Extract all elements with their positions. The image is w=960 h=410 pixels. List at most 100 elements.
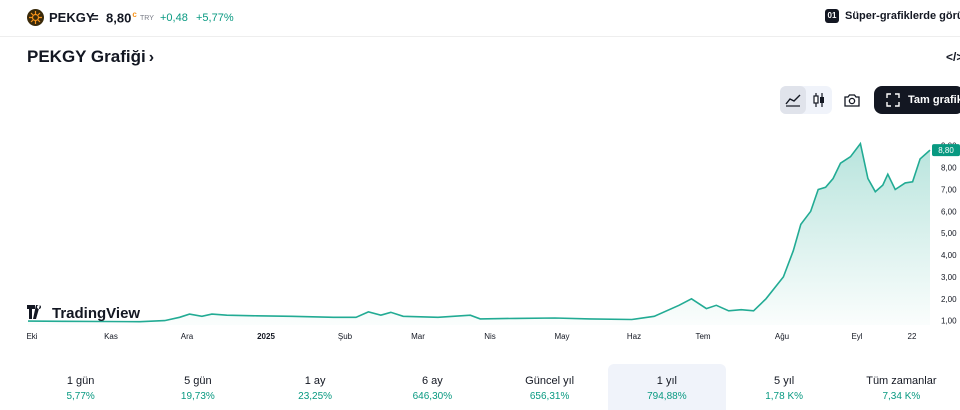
price-point xyxy=(882,184,884,186)
tradingview-logo-icon xyxy=(27,305,42,319)
period-ytd[interactable]: Güncel yıl 656,31% xyxy=(491,364,608,410)
period-label: 5 gün xyxy=(184,375,212,387)
snapshot-button[interactable] xyxy=(838,86,866,114)
x-tick-label: Eyl xyxy=(851,332,862,341)
price-point xyxy=(887,173,889,175)
tv-badge-icon: 01 xyxy=(825,9,839,23)
price-line xyxy=(27,141,931,323)
price-point xyxy=(188,313,190,315)
price-point xyxy=(554,317,556,319)
period-5y[interactable]: 5 yıl 1,78 K% xyxy=(726,364,843,410)
price-point xyxy=(290,315,292,317)
price-point xyxy=(380,314,382,316)
super-charts-link[interactable]: 01 Süper-grafiklerde görü xyxy=(825,9,960,23)
price-point xyxy=(792,250,794,252)
camera-icon xyxy=(844,94,860,107)
price-point xyxy=(653,315,655,317)
period-5d[interactable]: 5 gün 19,73% xyxy=(139,364,256,410)
period-value: 656,31% xyxy=(529,391,570,402)
price-point xyxy=(355,316,357,318)
period-label: Tüm zamanlar xyxy=(866,375,937,387)
currency-label: TRY xyxy=(140,15,154,22)
chevron-right-icon: › xyxy=(148,49,155,66)
full-chart-button[interactable]: Tam grafik xyxy=(874,86,960,114)
price-point xyxy=(332,316,334,318)
super-charts-label: Süper-grafiklerde görü xyxy=(845,9,960,22)
price-point xyxy=(728,310,730,312)
area-chart-button[interactable] xyxy=(780,86,806,114)
page-title[interactable]: PEKGY Grafiği › xyxy=(27,47,154,67)
last-value-text: 8,80 xyxy=(938,146,954,155)
price-point xyxy=(919,158,921,160)
y-axis: 1,002,003,004,005,006,007,008,009,00 xyxy=(941,142,957,326)
period-all[interactable]: Tüm zamanlar 7,34 K% xyxy=(843,364,960,410)
price-point xyxy=(715,304,717,306)
period-value: 23,25% xyxy=(298,391,333,402)
embed-code-button[interactable]: </> xyxy=(946,50,960,64)
period-value: 1,78 K% xyxy=(765,391,804,402)
price-change-percent: +5,77% xyxy=(196,12,234,24)
price-point xyxy=(402,315,404,317)
price-point xyxy=(588,318,590,320)
period-value: 5,77% xyxy=(66,391,95,402)
period-1y[interactable]: 1 yıl 794,88% xyxy=(608,364,726,410)
price-change: +0,48 xyxy=(160,12,188,24)
x-tick-label: Ağu xyxy=(775,332,789,341)
performance-periods: 1 gün 5,77% 5 gün 19,73% 1 ay 23,25% 6 ay 64… xyxy=(22,364,960,410)
price-chart[interactable]: 1,002,003,004,005,006,007,008,009,00 Eki… xyxy=(0,110,960,350)
price-area xyxy=(28,143,930,325)
period-label: 1 gün xyxy=(66,375,95,387)
price-point xyxy=(765,298,767,300)
price-point xyxy=(469,314,471,316)
period-value: 794,88% xyxy=(647,391,687,402)
price-point xyxy=(904,182,906,184)
page-title-text: PEKGY Grafiği xyxy=(27,47,146,66)
price-point xyxy=(201,315,203,317)
tradingview-watermark: TradingView xyxy=(27,305,140,322)
price-point xyxy=(782,276,784,278)
price-point xyxy=(929,149,931,151)
price-point xyxy=(27,320,29,322)
delayed-marker: c xyxy=(132,10,137,19)
symbol-name[interactable]: PEKGY xyxy=(49,10,95,25)
x-tick-label: Tem xyxy=(695,332,710,341)
price-point xyxy=(817,188,819,190)
candles-chart-button[interactable] xyxy=(806,86,832,114)
watermark-text: TradingView xyxy=(52,305,140,322)
x-tick-label: 22 xyxy=(908,332,917,341)
x-tick-label: Mar xyxy=(411,332,425,341)
last-value-badge: 8,80 xyxy=(932,144,960,157)
price-point xyxy=(800,223,802,225)
period-6m[interactable]: 6 ay 646,30% xyxy=(374,364,491,410)
x-tick-label: Ara xyxy=(181,332,194,341)
price-point xyxy=(164,319,166,321)
last-price: 8,80c xyxy=(106,10,137,25)
price-point xyxy=(849,156,851,158)
y-tick-label: 6,00 xyxy=(941,207,957,216)
y-tick-label: 2,00 xyxy=(941,295,957,304)
price-point xyxy=(810,210,812,212)
x-tick-label: May xyxy=(554,332,569,341)
price-point xyxy=(894,188,896,190)
price-point xyxy=(690,298,692,300)
period-1d[interactable]: 1 gün 5,77% xyxy=(22,364,139,410)
price-point xyxy=(255,315,257,317)
x-tick-label: Haz xyxy=(627,332,641,341)
price-point xyxy=(178,316,180,318)
price-point xyxy=(832,177,834,179)
period-1m[interactable]: 1 ay 23,25% xyxy=(257,364,374,410)
price-point xyxy=(839,162,841,164)
x-tick-label: Eki xyxy=(26,332,37,341)
period-label: 1 ay xyxy=(304,375,326,387)
period-label: 6 ay xyxy=(421,375,443,387)
company-logo xyxy=(27,9,44,26)
price-point xyxy=(678,304,680,306)
equals-sign: = xyxy=(91,10,99,25)
x-tick-label: Kas xyxy=(104,332,118,341)
y-tick-label: 1,00 xyxy=(941,317,957,326)
price-point xyxy=(705,307,707,309)
symbol-header: PEKGY = 8,80c TRY +0,48 +5,77% 01 Süper-g… xyxy=(0,0,960,37)
period-label: Güncel yıl xyxy=(525,375,575,387)
period-value: 19,73% xyxy=(180,391,215,402)
y-tick-label: 3,00 xyxy=(941,273,957,282)
